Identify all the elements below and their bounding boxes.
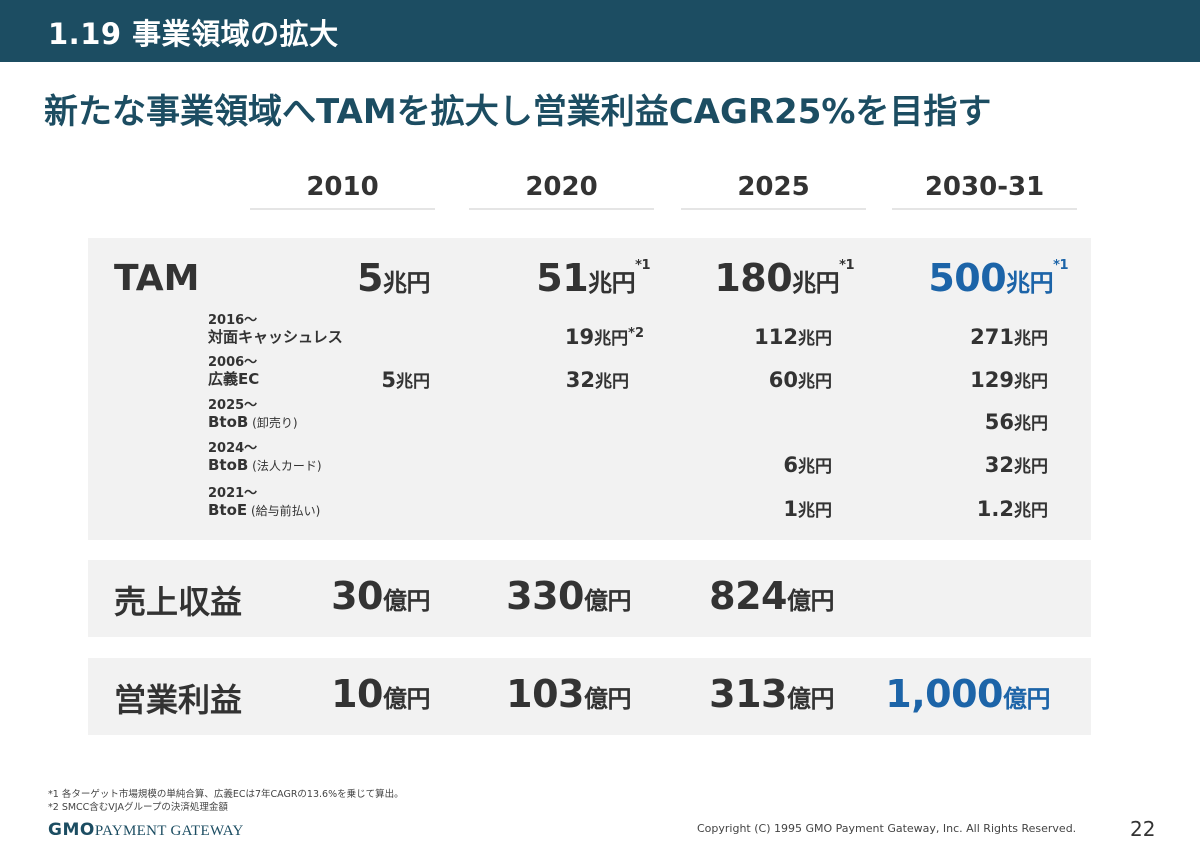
header-bar: 1.19 事業領域の拡大	[0, 0, 1200, 62]
copyright-text: Copyright (C) 1995 GMO Payment Gateway, …	[697, 822, 1077, 835]
revenue-label: 売上収益	[114, 583, 243, 621]
revenue-value-2020: 330億円	[506, 574, 631, 618]
tam-subrow-value: 5兆円	[381, 368, 430, 392]
tam-panel	[88, 238, 1091, 540]
tam-value-2020: 51兆円*1	[536, 256, 650, 300]
footnote-1: *1 各ターゲット市場規模の単純合算、広義ECは7年CAGRの13.6%を乗じて…	[48, 789, 404, 800]
profit-label: 営業利益	[114, 681, 243, 719]
tam-subrow-label: 2021～ BtoE (給与前払い)	[208, 486, 321, 519]
profit-value-2025: 313億円	[709, 672, 834, 716]
tam-subrow-value: 1.2兆円	[976, 497, 1048, 521]
year-header-2020: 2020	[469, 168, 654, 210]
company-logo: GMOPAYMENT GATEWAY	[48, 820, 244, 840]
tam-subrow-label: 2024～ BtoB (法人カード)	[208, 441, 322, 474]
tam-subrow-value: 32兆円	[565, 368, 629, 392]
tam-subrow-label: 2016～ 対面キャッシュレス	[208, 313, 343, 346]
profit-panel	[88, 658, 1091, 735]
tam-subrow-value: 60兆円	[768, 368, 832, 392]
tam-value-2025: 180兆円*1	[714, 256, 854, 300]
tam-subrow-label: 2025～ BtoB (卸売り)	[208, 398, 298, 431]
tam-subrow-value: 1兆円	[783, 497, 832, 521]
tam-subrow-value: 19兆円*2	[564, 325, 644, 349]
revenue-panel	[88, 560, 1091, 637]
tam-subrow-value: 32兆円	[984, 453, 1048, 477]
tam-subrow-value: 129兆円	[970, 368, 1048, 392]
year-header-2010: 2010	[250, 168, 435, 210]
page-title: 1.19 事業領域の拡大	[48, 17, 339, 51]
year-header-2030: 2030-31	[892, 168, 1077, 210]
tam-subrow-value: 271兆円	[970, 325, 1048, 349]
tam-value-2010: 5兆円	[357, 256, 430, 300]
page-number: 22	[1130, 817, 1156, 841]
tam-value-2030: 500兆円*1	[928, 256, 1068, 300]
tam-subrow-value: 6兆円	[783, 453, 832, 477]
revenue-value-2010: 30億円	[331, 574, 430, 618]
profit-value-2020: 103億円	[506, 672, 631, 716]
tam-subrow-value: 112兆円	[754, 325, 832, 349]
tam-label: TAM	[114, 258, 200, 299]
year-header-2025: 2025	[681, 168, 866, 210]
footnote-2: *2 SMCC含むVJAグループの決済処理金額	[48, 802, 228, 813]
slide-subtitle: 新たな事業領域へTAMを拡大し営業利益CAGR25%を目指す	[44, 92, 992, 132]
profit-value-2010: 10億円	[331, 672, 430, 716]
revenue-value-2025: 824億円	[709, 574, 834, 618]
tam-subrow-label: 2006～ 広義EC	[208, 355, 260, 388]
tam-subrow-value: 56兆円	[984, 410, 1048, 434]
profit-value-2030: 1,000億円	[885, 672, 1050, 716]
